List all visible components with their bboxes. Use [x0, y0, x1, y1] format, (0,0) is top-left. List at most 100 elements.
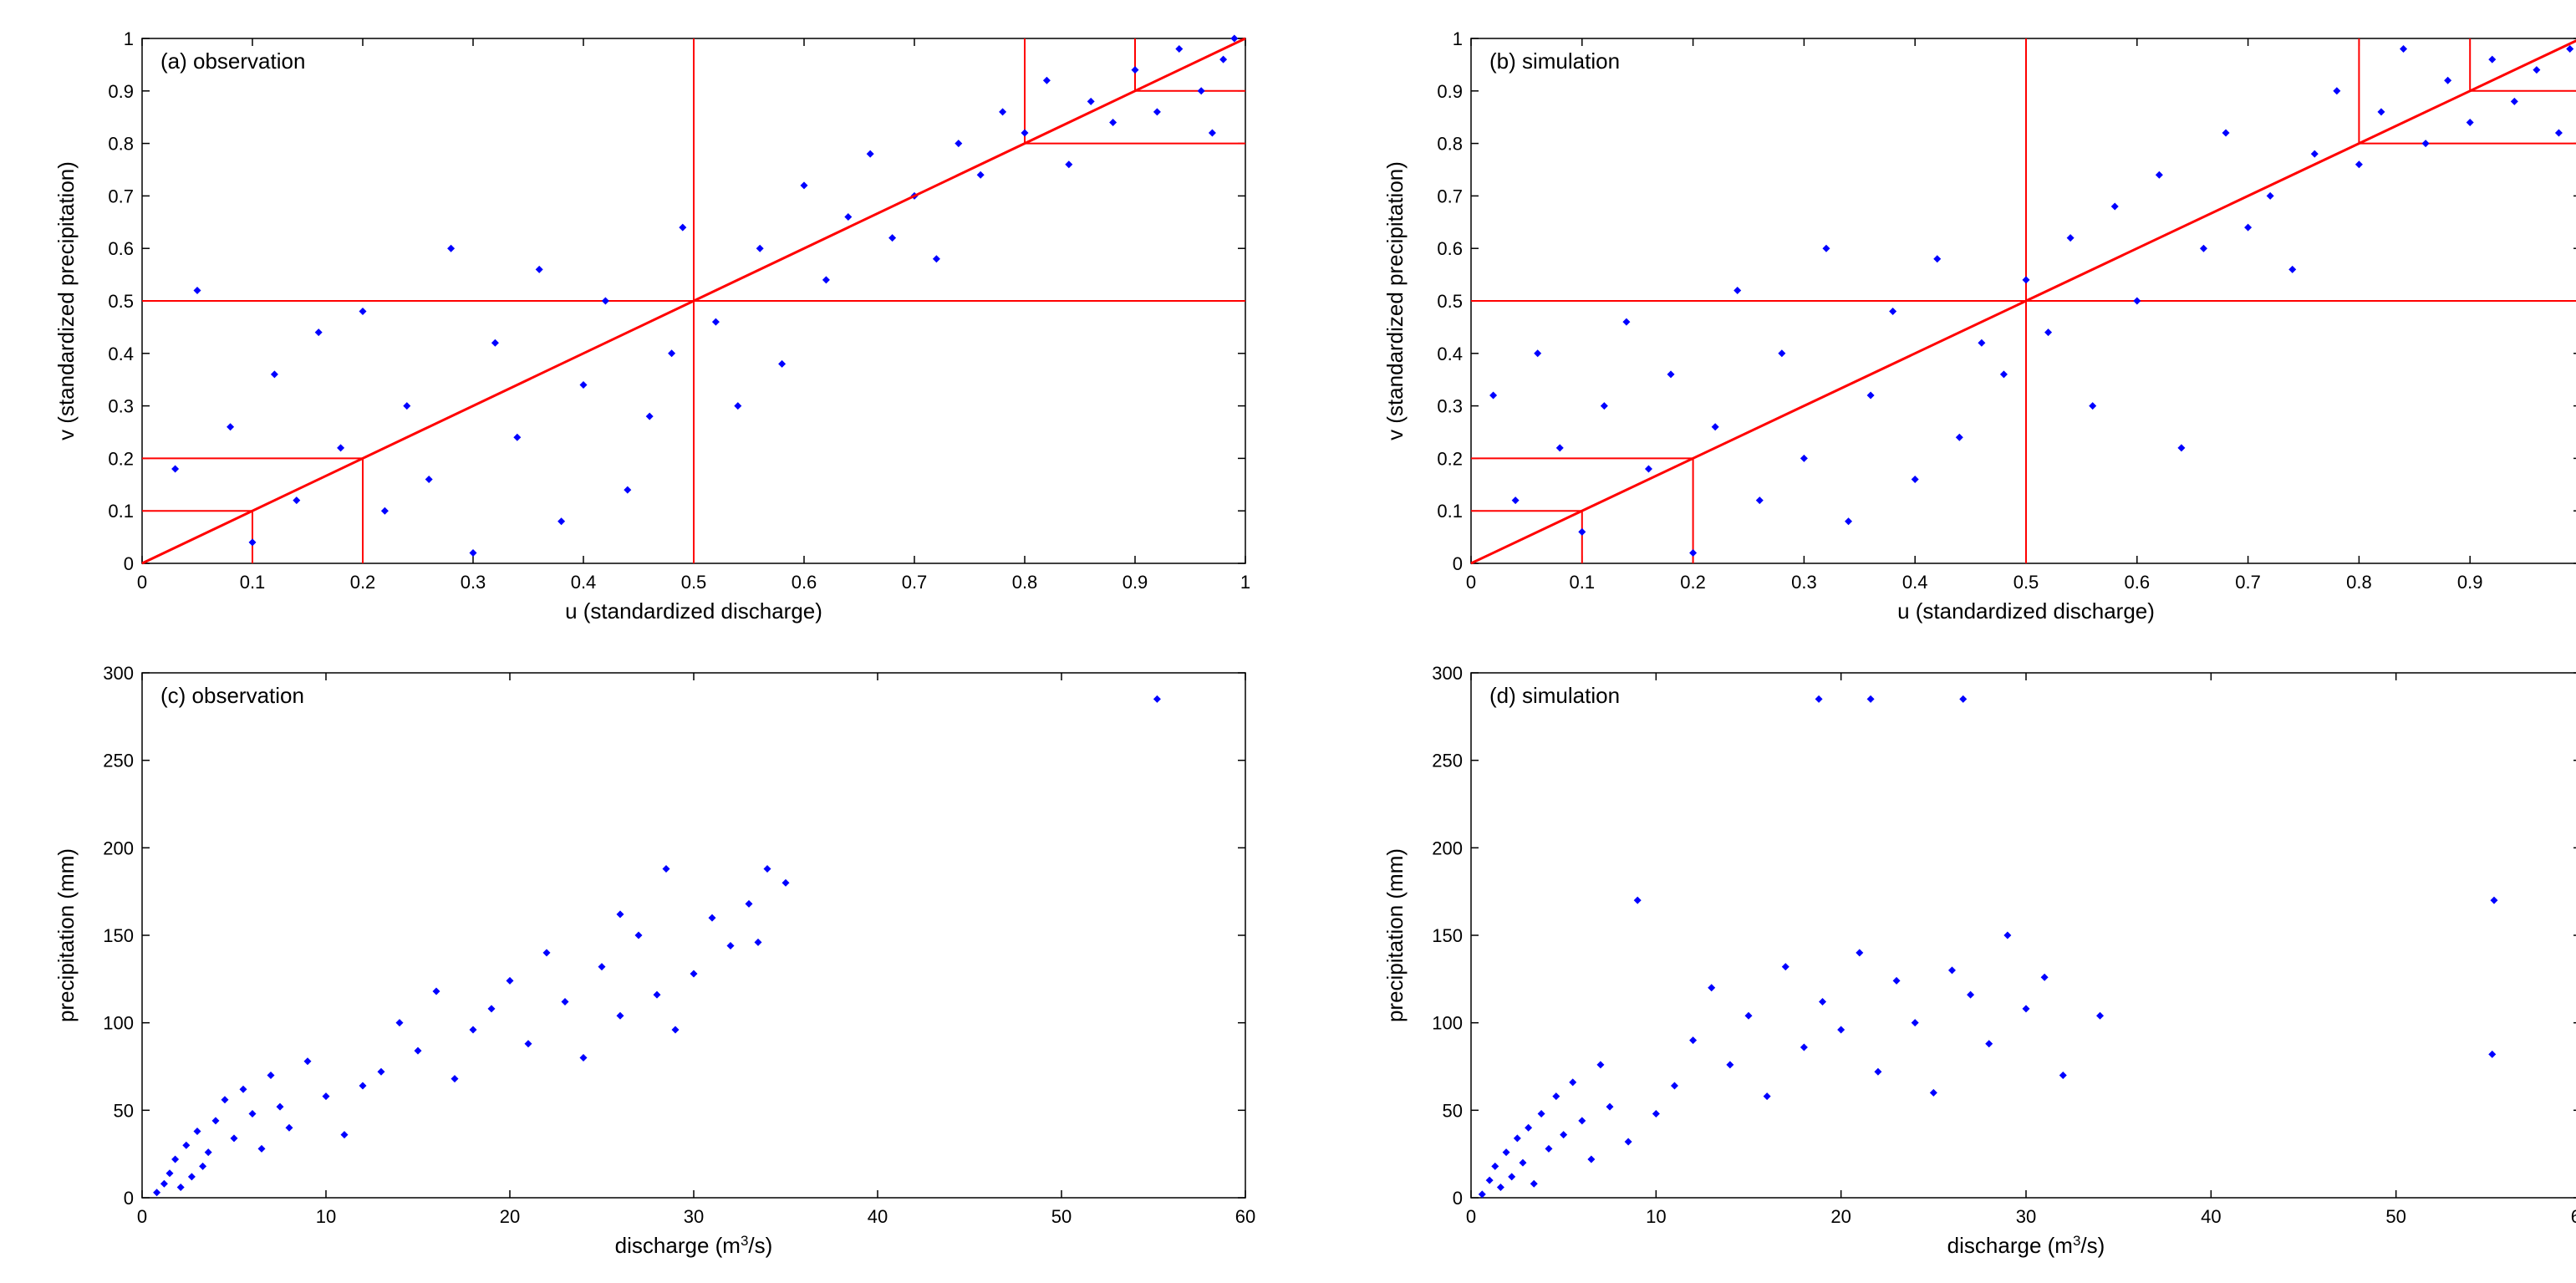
diagonal-line-a [141, 37, 1246, 565]
y-axis-label-a: v (standardized precipitation) [53, 161, 79, 440]
x-tick-label-a: 0 [137, 572, 147, 593]
x-tick-label-b: 0.6 [2125, 572, 2151, 593]
y-tick-label-b: 0.8 [1437, 134, 1463, 155]
data-point [182, 1141, 191, 1149]
y-tick-label-c: 150 [103, 925, 134, 946]
data-point [2400, 45, 2408, 53]
panel-b: 0 0.1 0.2 0.3 0.4 0.5 0.6 0.7 0.8 0.9 1 0 0.1 0.2 0.3 0… [1382, 28, 2576, 624]
data-point [1622, 318, 1631, 326]
data-point [153, 1189, 161, 1197]
data-point [221, 1096, 229, 1104]
data-point [668, 349, 676, 358]
y-tick-label-b: 0.1 [1437, 501, 1463, 522]
data-point [227, 423, 235, 431]
data-point [1819, 998, 1827, 1006]
y-tick-label-b: 0.7 [1437, 186, 1463, 206]
y-tick-label-a: 0.9 [108, 81, 134, 102]
data-point [1733, 286, 1742, 294]
data-point [1545, 1144, 1553, 1153]
y-tick-label-b: 1 [1453, 28, 1463, 49]
x-tick-label-d: 0 [1466, 1206, 1476, 1227]
diagonal-line-b [1470, 39, 2576, 565]
data-point [193, 1127, 201, 1135]
x-tick-label-c: 10 [316, 1206, 336, 1227]
data-point [778, 359, 787, 368]
data-point [524, 1040, 532, 1048]
data-point [800, 181, 808, 190]
data-point [2199, 244, 2207, 252]
y-tick-label-b: 0.5 [1437, 291, 1463, 312]
data-point [2177, 444, 2186, 452]
data-point [257, 1144, 266, 1153]
data-point [285, 1123, 293, 1132]
data-point [340, 1131, 349, 1139]
data-point [1519, 1158, 1527, 1167]
data-point [2003, 931, 2012, 939]
x-tick-label-b: 0.2 [1680, 572, 1706, 593]
data-point [2096, 1011, 2105, 1020]
data-point [1153, 108, 1161, 116]
data-point [2155, 171, 2163, 179]
y-tick-label-a: 0.6 [108, 238, 134, 259]
data-point [1985, 1040, 1993, 1048]
y-axis-label-d: precipitation (mm) [1382, 848, 1408, 1022]
data-point [403, 402, 411, 410]
data-point [2444, 76, 2452, 84]
x-tick-label-c: 30 [684, 1206, 704, 1227]
data-point [616, 1011, 624, 1020]
data-point [270, 370, 278, 379]
data-point [276, 1102, 284, 1111]
data-point [425, 476, 433, 484]
data-point [1800, 1043, 1808, 1051]
data-point [211, 1117, 220, 1125]
data-point [690, 970, 698, 978]
data-point [1778, 349, 1786, 358]
scatter-series-a [171, 34, 1239, 557]
x-tick-label-a: 0.3 [461, 572, 486, 593]
data-point [204, 1148, 212, 1157]
data-point [176, 1183, 185, 1191]
data-point [248, 1110, 257, 1118]
x-axis-label-c: discharge (m3/s) [615, 1233, 773, 1259]
data-point [763, 864, 771, 873]
data-point [2110, 202, 2119, 211]
data-point [1131, 66, 1139, 74]
x-tick-label-c: 40 [868, 1206, 888, 1227]
data-point [1815, 695, 1823, 703]
data-point [491, 339, 499, 347]
x-tick-label-c: 20 [500, 1206, 520, 1227]
data-point [165, 1169, 174, 1178]
y-tick-label-a: 0.5 [108, 291, 134, 312]
data-point [2089, 402, 2097, 410]
data-point [679, 223, 687, 232]
data-point [542, 949, 551, 957]
data-point [932, 255, 940, 263]
data-point [634, 931, 643, 939]
data-point [2222, 129, 2230, 137]
x-axis-label-a: u (standardized discharge) [565, 598, 822, 624]
data-point [1208, 129, 1216, 137]
y-tick-label-a: 0.1 [108, 501, 134, 522]
data-point [2566, 45, 2574, 53]
panel-title-c: (c) observation [160, 683, 304, 708]
data-point [1837, 1026, 1845, 1034]
data-point [726, 942, 735, 950]
data-point [844, 213, 853, 221]
data-point [1569, 1078, 1577, 1087]
data-point [513, 433, 522, 441]
data-point [2333, 87, 2341, 95]
data-point [1219, 55, 1228, 64]
data-point [708, 914, 716, 922]
x-tick-label-d: 20 [1830, 1206, 1851, 1227]
data-point [1496, 1183, 1504, 1191]
data-point [187, 1173, 196, 1181]
data-point [1513, 1134, 1521, 1143]
data-point [1633, 896, 1642, 904]
data-point [380, 507, 389, 515]
data-point [506, 976, 514, 985]
y-tick-label-d: 0 [1453, 1188, 1463, 1209]
data-point [866, 150, 874, 158]
data-point [2288, 265, 2297, 273]
x-tick-label-a: 0.8 [1012, 572, 1038, 593]
y-tick-label-a: 0.2 [108, 448, 134, 469]
